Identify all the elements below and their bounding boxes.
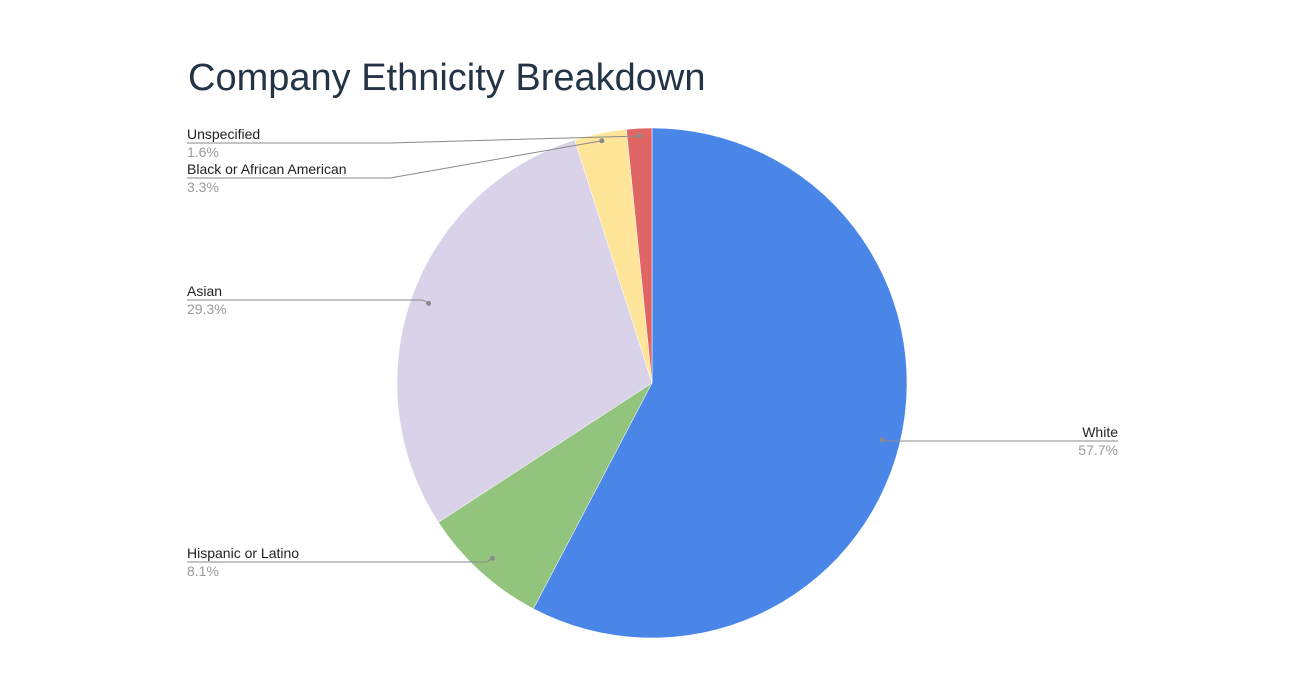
leader-dot-asian [426,300,432,306]
leader-dot-black-or-african-american [599,138,605,144]
slice-percent-white: 57.7% [1078,442,1118,458]
slice-label-asian: Asian [187,283,222,299]
pie-leader-lines [187,133,1118,563]
slice-label-black-or-african-american: Black or African American [187,161,347,177]
pie-slices [396,127,908,639]
slice-percent-unspecified: 1.6% [187,144,219,160]
leader-dot-white [879,437,885,443]
pie-slice-unspecified [626,127,653,384]
pie-labels: White 57.7% Hispanic or Latino 8.1% Asian 29.… [187,126,1118,579]
slice-label-white: White [1082,424,1118,440]
pie-slice-hispanic-or-latino [438,382,653,610]
slice-label-hispanic-or-latino: Hispanic or Latino [187,545,299,561]
pie-slice-white [533,127,908,639]
leader-dot-hispanic-or-latino [489,555,495,561]
slice-percent-hispanic-or-latino: 8.1% [187,563,219,579]
leader-dot-unspecified [637,133,643,139]
pie-slice-asian [396,139,653,523]
slice-percent-asian: 29.3% [187,301,227,317]
slice-label-unspecified: Unspecified [187,126,260,142]
slice-percent-black-or-african-american: 3.3% [187,179,219,195]
leader-line-unspecified [187,135,640,144]
leader-line-black-or-african-american [187,140,602,179]
chart-title: Company Ethnicity Breakdown [188,57,705,99]
